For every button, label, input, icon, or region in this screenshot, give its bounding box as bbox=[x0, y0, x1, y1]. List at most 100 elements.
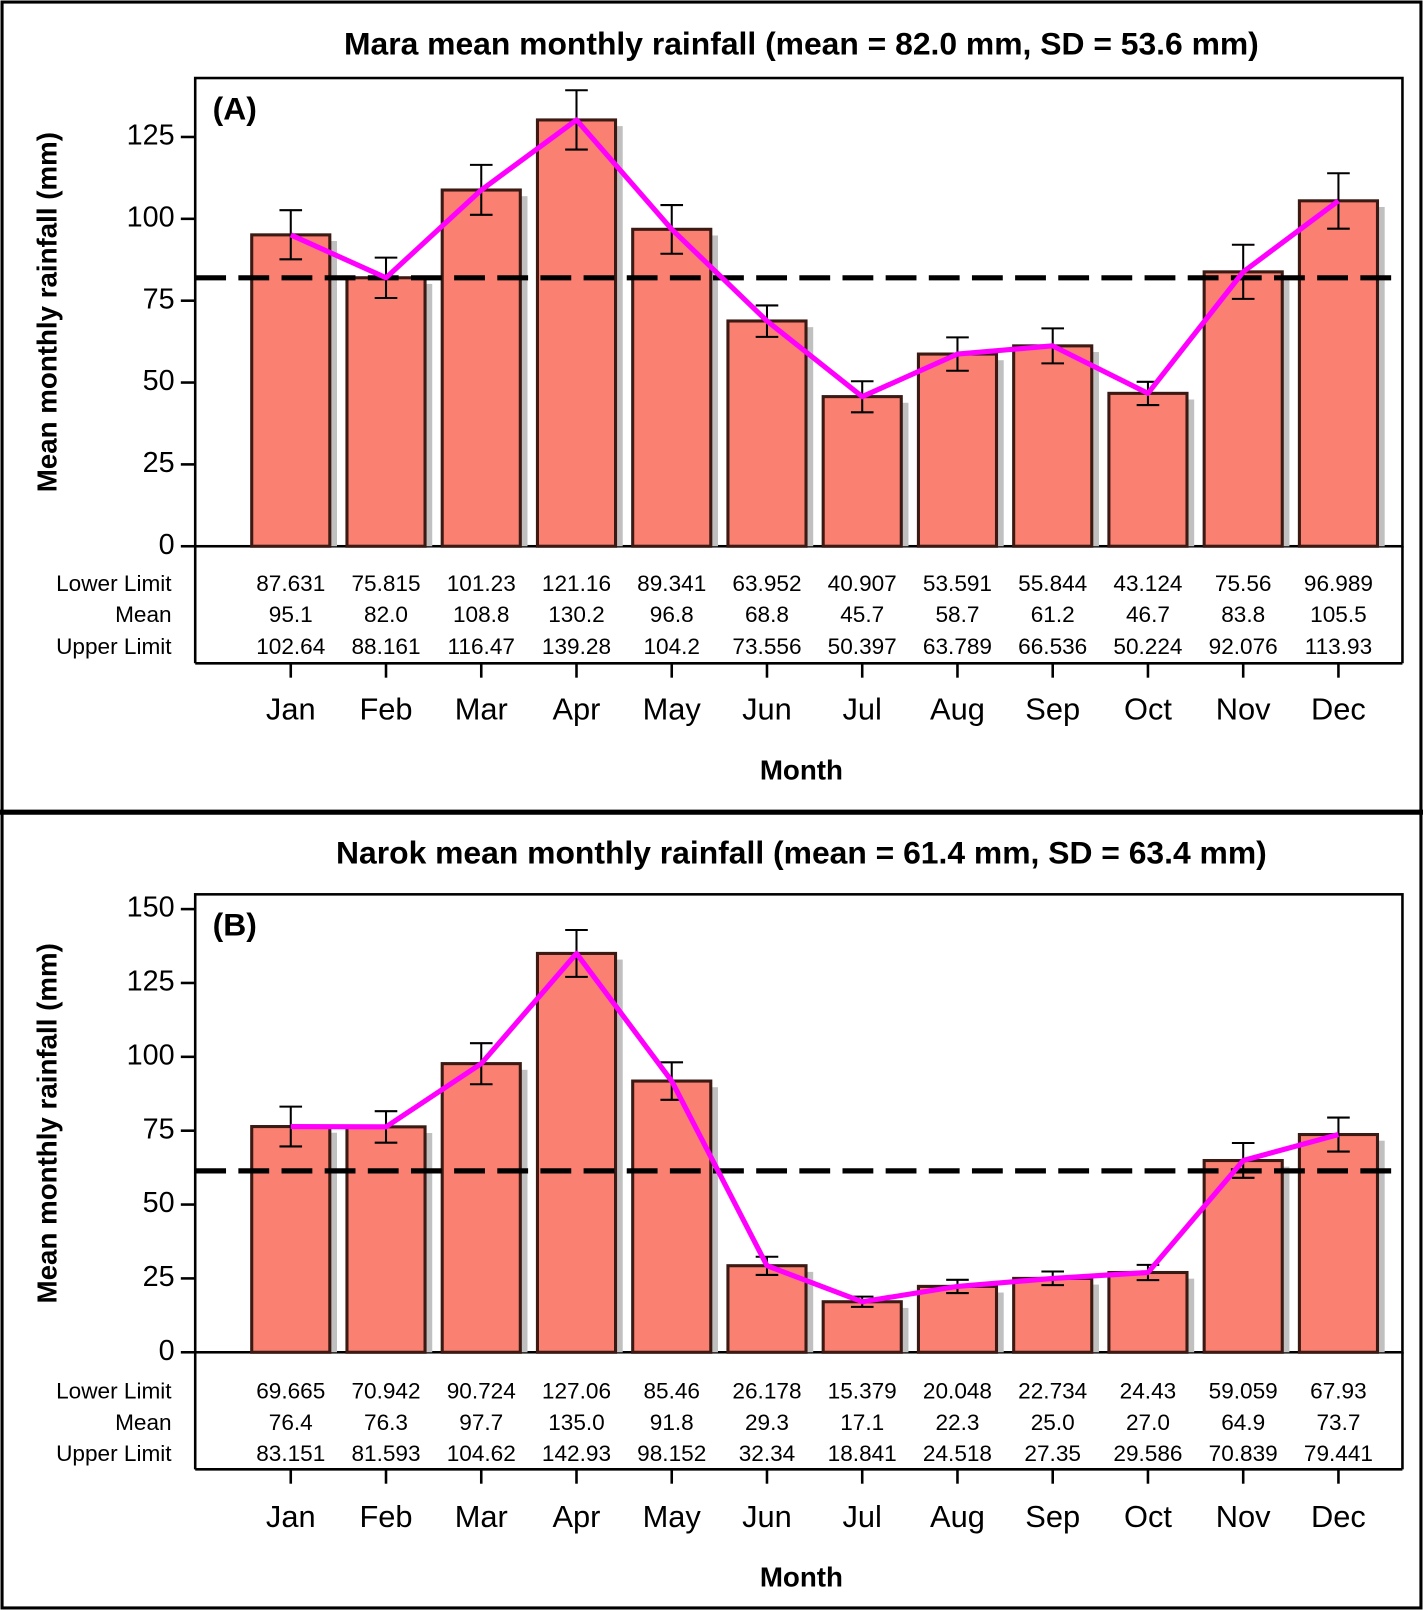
y-tick-label: 125 bbox=[127, 966, 175, 998]
table-cell: 25.0 bbox=[1031, 1410, 1075, 1435]
table-cell: 43.124 bbox=[1113, 571, 1182, 596]
table-cell: 88.161 bbox=[351, 634, 420, 659]
y-tick-label: 75 bbox=[143, 283, 175, 315]
table-cell: 22.734 bbox=[1018, 1378, 1087, 1403]
table-cell: 108.8 bbox=[453, 602, 510, 627]
table-cell: 95.1 bbox=[269, 602, 313, 627]
table-cell: 68.8 bbox=[745, 602, 789, 627]
table-cell: 64.9 bbox=[1221, 1410, 1265, 1435]
table-cell: 121.16 bbox=[542, 571, 611, 596]
bar bbox=[345, 1125, 427, 1354]
table-cell: 75.56 bbox=[1215, 571, 1272, 596]
table-cell: 63.789 bbox=[923, 634, 992, 659]
table-cell: 130.2 bbox=[548, 602, 605, 627]
table-row-label: Lower Limit bbox=[56, 1378, 172, 1403]
bar bbox=[1297, 1132, 1380, 1354]
y-axis-label: Mean monthly rainfall (mm) bbox=[32, 132, 63, 492]
x-tick-label: Dec bbox=[1311, 1499, 1366, 1534]
table-cell: 104.2 bbox=[643, 634, 700, 659]
table-cell: 76.3 bbox=[364, 1410, 408, 1435]
table-cell: 40.907 bbox=[828, 571, 897, 596]
y-tick-label: 25 bbox=[143, 447, 175, 479]
bar bbox=[1107, 1270, 1189, 1354]
table-cell: 91.8 bbox=[650, 1410, 694, 1435]
x-tick-label: Mar bbox=[455, 692, 508, 727]
bar bbox=[250, 233, 332, 548]
table-cell: 101.23 bbox=[447, 571, 516, 596]
x-tick-label: Nov bbox=[1216, 692, 1271, 727]
bar bbox=[631, 1079, 713, 1354]
table-cell: 142.93 bbox=[542, 1441, 611, 1466]
table-cell: 63.952 bbox=[732, 571, 801, 596]
table-cell: 69.665 bbox=[256, 1378, 325, 1403]
bar bbox=[535, 951, 618, 1354]
table-cell: 127.06 bbox=[542, 1378, 611, 1403]
chart-title: Mara mean monthly rainfall (mean = 82.0 … bbox=[344, 26, 1259, 62]
bar bbox=[1202, 270, 1284, 548]
table-cell: 17.1 bbox=[840, 1410, 884, 1435]
x-tick-label: Sep bbox=[1025, 692, 1080, 727]
table-cell: 83.151 bbox=[256, 1441, 325, 1466]
x-tick-label: Sep bbox=[1025, 1499, 1080, 1534]
x-tick-label: Aug bbox=[930, 1499, 985, 1534]
table-cell: 53.591 bbox=[923, 571, 992, 596]
table-cell: 26.178 bbox=[732, 1378, 801, 1403]
x-tick-label: Apr bbox=[553, 692, 601, 727]
y-tick-label: 50 bbox=[143, 365, 175, 397]
x-tick-label: Feb bbox=[359, 692, 412, 727]
table-cell: 24.43 bbox=[1120, 1378, 1177, 1403]
table-cell: 97.7 bbox=[459, 1410, 503, 1435]
bar bbox=[726, 1264, 808, 1354]
bar bbox=[250, 1125, 332, 1354]
x-axis-label: Month bbox=[760, 754, 843, 785]
table-row-label: Mean bbox=[115, 1410, 172, 1435]
table-cell: 96.8 bbox=[650, 602, 694, 627]
table-cell: 90.724 bbox=[447, 1378, 516, 1403]
x-tick-label: May bbox=[643, 1499, 702, 1534]
table-cell: 50.397 bbox=[828, 634, 897, 659]
table-cell: 92.076 bbox=[1209, 634, 1278, 659]
bar bbox=[821, 1300, 903, 1354]
bar bbox=[1012, 344, 1094, 548]
table-cell: 98.152 bbox=[637, 1441, 706, 1466]
table-cell: 29.3 bbox=[745, 1410, 789, 1435]
bar bbox=[631, 227, 713, 548]
bar bbox=[821, 395, 903, 548]
y-tick-label: 150 bbox=[127, 892, 175, 924]
panel-label: (B) bbox=[213, 907, 257, 943]
chart-title: Narok mean monthly rainfall (mean = 61.4… bbox=[336, 835, 1267, 871]
table-cell: 83.8 bbox=[1221, 602, 1265, 627]
table-cell: 32.34 bbox=[739, 1441, 796, 1466]
table-cell: 81.593 bbox=[351, 1441, 420, 1466]
table-cell: 27.35 bbox=[1024, 1441, 1081, 1466]
table-cell: 46.7 bbox=[1126, 602, 1170, 627]
x-tick-label: Feb bbox=[359, 1499, 412, 1534]
table-cell: 70.942 bbox=[351, 1378, 420, 1403]
table-cell: 70.839 bbox=[1209, 1441, 1278, 1466]
bar bbox=[1297, 199, 1380, 548]
table-cell: 139.28 bbox=[542, 634, 611, 659]
bar bbox=[440, 188, 522, 548]
y-tick-label: 0 bbox=[159, 529, 175, 561]
table-cell: 89.341 bbox=[637, 571, 706, 596]
bar bbox=[1107, 391, 1189, 548]
y-tick-label: 100 bbox=[127, 201, 175, 233]
table-row-label: Lower Limit bbox=[56, 571, 172, 596]
table-cell: 66.536 bbox=[1018, 634, 1087, 659]
mean-line bbox=[290, 950, 1340, 1305]
table-cell: 105.5 bbox=[1310, 602, 1367, 627]
table-cell: 22.3 bbox=[935, 1410, 979, 1435]
bar bbox=[916, 1284, 999, 1354]
y-tick-label: 25 bbox=[143, 1261, 175, 1293]
x-tick-label: Mar bbox=[455, 1499, 508, 1534]
x-tick-label: Jul bbox=[843, 1499, 882, 1534]
table-cell: 113.93 bbox=[1305, 634, 1372, 659]
x-tick-label: Aug bbox=[930, 692, 985, 727]
bar bbox=[1012, 1276, 1094, 1354]
table-cell: 45.7 bbox=[840, 602, 884, 627]
table-cell: 15.379 bbox=[828, 1378, 897, 1403]
x-tick-label: Jun bbox=[742, 1499, 792, 1534]
x-tick-label: Dec bbox=[1311, 692, 1366, 727]
